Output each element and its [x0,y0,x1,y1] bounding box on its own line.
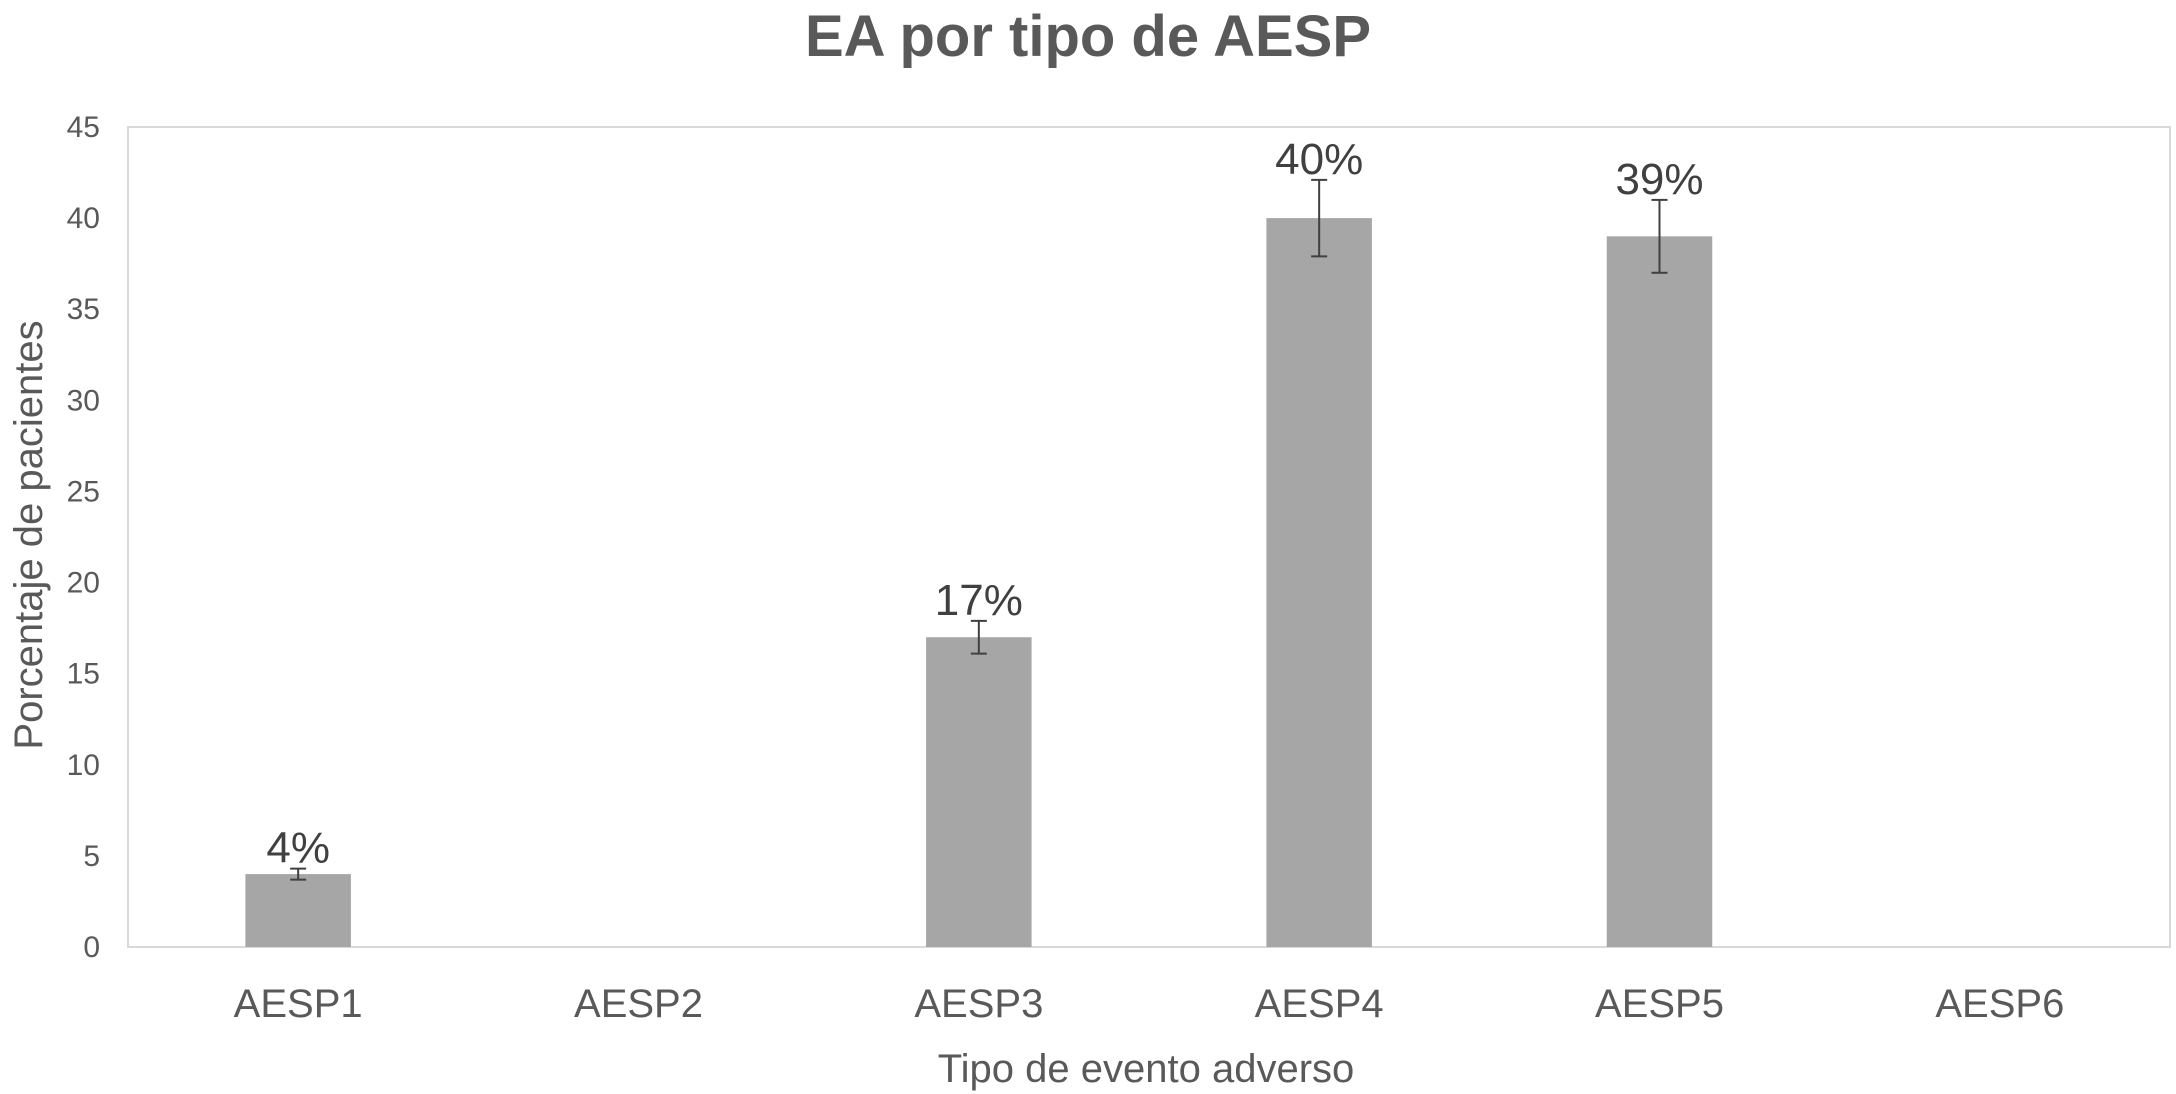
y-tick-label: 40 [67,202,100,235]
data-label-aesp5: 39% [1615,155,1703,204]
x-category-aesp3: AESP3 [914,982,1043,1026]
y-tick-label: 15 [67,658,100,691]
y-axis-label: Porcentaje de pacientes [7,320,51,749]
error-bar-aesp3 [970,619,987,655]
y-tick-label: 45 [67,111,100,144]
data-labels: 4% 17% 40% 39% [266,135,1703,873]
y-tick-label: 10 [67,749,100,782]
x-category-aesp2: AESP2 [574,982,703,1026]
data-label-aesp4: 40% [1275,135,1363,184]
y-tick-label: 0 [83,931,100,964]
bar-aesp4 [1266,218,1372,948]
y-tick-label: 20 [67,567,100,600]
x-axis-categories: AESP1 AESP2 AESP3 AESP4 AESP5 AESP6 [234,982,2065,1026]
x-axis-label: Tipo de evento adverso [938,1047,1355,1091]
x-category-aesp5: AESP5 [1595,982,1724,1026]
y-tick-label: 25 [67,475,100,508]
error-bar-aesp1 [290,867,307,881]
y-axis-ticks: 0 5 10 15 20 25 30 35 40 45 [67,111,100,964]
chart-title: EA por tipo de AESP [805,4,1371,69]
plot-frame [127,126,2171,948]
bar-aesp1 [245,874,351,947]
y-tick-label: 30 [67,384,100,417]
x-category-aesp4: AESP4 [1255,982,1384,1026]
data-label-aesp1: 4% [266,824,330,873]
bar-aesp5 [1606,236,1713,948]
x-category-aesp1: AESP1 [234,982,363,1026]
error-bars [290,178,1668,881]
error-bar-aesp5 [1651,198,1668,274]
bar-aesp3 [926,637,1032,947]
y-tick-label: 5 [83,840,100,873]
bars [245,218,1713,948]
x-category-aesp6: AESP6 [1935,982,2064,1026]
y-tick-label: 35 [67,293,100,326]
error-bar-aesp4 [1311,178,1328,258]
data-label-aesp3: 17% [935,576,1023,625]
